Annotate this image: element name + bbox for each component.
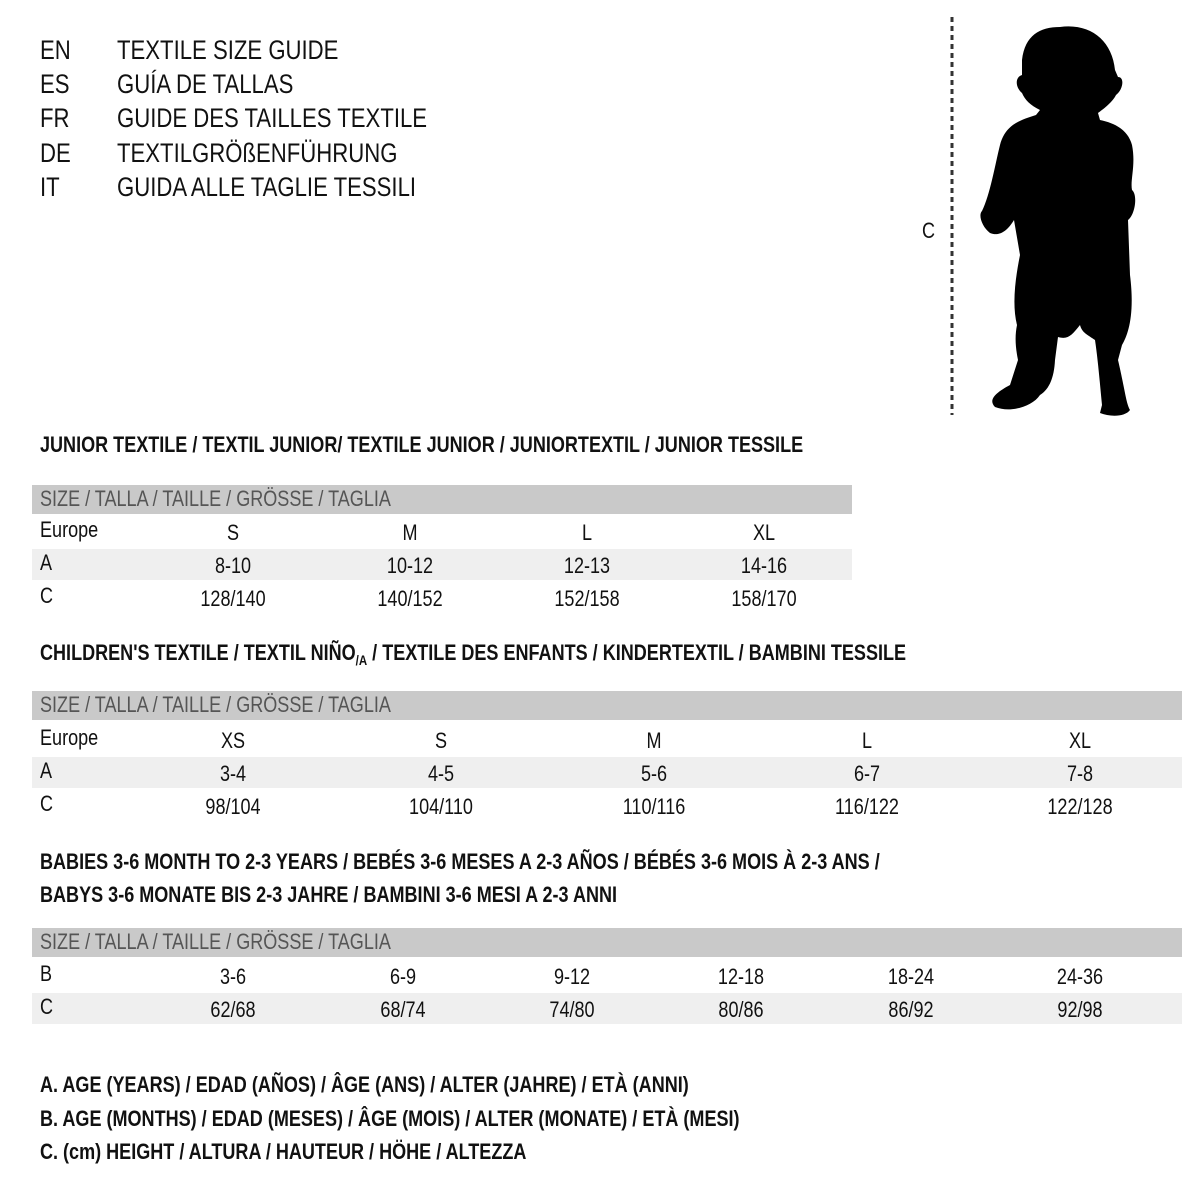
- height-measure-label: C: [922, 218, 936, 243]
- table-cell: XL: [1068, 728, 1092, 753]
- section-title-babies: BABIES 3-6 MONTH TO 2-3 YEARS / BEBÉS 3-…: [40, 849, 880, 874]
- lang-code: FR: [40, 103, 70, 133]
- table-cell: 74/80: [549, 997, 595, 1022]
- lang-code: EN: [40, 35, 71, 65]
- table-cell: 14-16: [740, 553, 788, 578]
- table-cell: 158/170: [731, 586, 797, 611]
- legend-c: C. (cm) HEIGHT / ALTURA / HAUTEUR / HÖHE…: [40, 1139, 527, 1164]
- child-silhouette-icon: [950, 17, 1136, 416]
- lang-code: ES: [40, 69, 70, 99]
- size-header-bar: [32, 691, 1182, 720]
- table-cell: 10-12: [386, 553, 434, 578]
- row-label: C: [40, 583, 54, 608]
- row-label: A: [40, 550, 53, 575]
- size-header: SIZE / TALLA / TAILLE / GRÖSSE / TAGLIA: [40, 486, 391, 511]
- legend-a: A. AGE (YEARS) / EDAD (AÑOS) / ÂGE (ANS)…: [40, 1072, 689, 1097]
- table-cell: L: [861, 728, 873, 753]
- table-cell: 122/128: [1047, 794, 1113, 819]
- table-cell: 116/122: [835, 794, 899, 819]
- table-cell: 9-12: [553, 964, 591, 989]
- lang-title: TEXTILE SIZE GUIDE: [117, 35, 339, 65]
- table-cell: 4-5: [427, 761, 455, 786]
- lang-title: GUIDE DES TAILLES TEXTILE: [117, 103, 428, 133]
- table-cell: 6-9: [389, 964, 417, 989]
- section-title-children: CHILDREN'S TEXTILE / TEXTIL NIÑO/A / TEX…: [40, 640, 907, 668]
- table-cell: 110/116: [622, 794, 686, 819]
- row-label: Europe: [40, 725, 99, 750]
- lang-title: GUIDA ALLE TAGLIE TESSILI: [117, 172, 417, 202]
- row-shade: [32, 549, 852, 580]
- section-title-junior: JUNIOR TEXTILE / TEXTIL JUNIOR/ TEXTILE …: [40, 432, 804, 457]
- table-cell: XS: [220, 728, 246, 753]
- table-cell: L: [581, 520, 593, 545]
- table-cell: 12-18: [717, 964, 765, 989]
- table-cell: 80/86: [718, 997, 764, 1022]
- table-cell: 92/98: [1057, 997, 1103, 1022]
- size-header-bar: [32, 485, 852, 514]
- table-cell: 24-36: [1056, 964, 1104, 989]
- legend-b: B. AGE (MONTHS) / EDAD (MESES) / ÂGE (MO…: [40, 1106, 740, 1131]
- table-cell: 7-8: [1066, 761, 1094, 786]
- table-cell: 86/92: [888, 997, 934, 1022]
- table-cell: 104/110: [409, 794, 473, 819]
- table-cell: 3-6: [219, 964, 247, 989]
- table-cell: 152/158: [554, 586, 620, 611]
- row-label: Europe: [40, 517, 99, 542]
- table-cell: S: [434, 728, 448, 753]
- table-cell: 3-4: [219, 761, 247, 786]
- section-title-babies-2: BABYS 3-6 MONATE BIS 2-3 JAHRE / BAMBINI…: [40, 882, 618, 907]
- lang-title: GUÍA DE TALLAS: [117, 69, 294, 99]
- row-label: C: [40, 791, 54, 816]
- table-cell: 68/74: [380, 997, 426, 1022]
- table-cell: 5-6: [640, 761, 668, 786]
- table-cell: 98/104: [205, 794, 261, 819]
- table-cell: 8-10: [214, 553, 252, 578]
- table-cell: 6-7: [853, 761, 881, 786]
- table-cell: M: [646, 728, 662, 753]
- lang-code: DE: [40, 138, 71, 168]
- row-label: B: [40, 961, 53, 986]
- size-header: SIZE / TALLA / TAILLE / GRÖSSE / TAGLIA: [40, 929, 391, 954]
- row-shade: [32, 993, 1182, 1024]
- size-header-bar: [32, 928, 1182, 957]
- lang-code: IT: [40, 172, 60, 202]
- row-label: C: [40, 994, 54, 1019]
- table-cell: 140/152: [377, 586, 443, 611]
- row-label: A: [40, 758, 53, 783]
- table-cell: 18-24: [887, 964, 935, 989]
- lang-title: TEXTILGRÖßENFÜHRUNG: [117, 138, 398, 168]
- table-cell: 128/140: [200, 586, 266, 611]
- table-cell: 12-13: [563, 553, 611, 578]
- size-header: SIZE / TALLA / TAILLE / GRÖSSE / TAGLIA: [40, 692, 391, 717]
- table-cell: XL: [752, 520, 776, 545]
- table-cell: S: [226, 520, 240, 545]
- table-cell: M: [402, 520, 418, 545]
- row-shade: [32, 757, 1182, 788]
- table-cell: 62/68: [210, 997, 256, 1022]
